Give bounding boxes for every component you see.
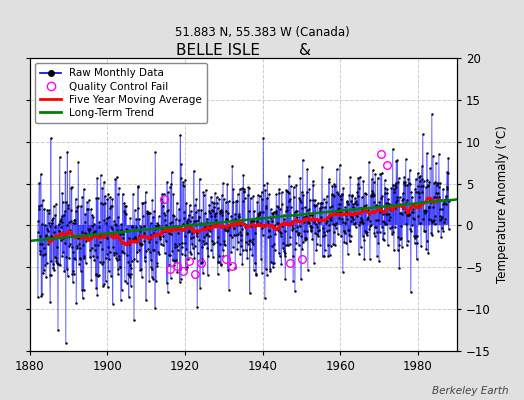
Title: BELLE ISLE        &: BELLE ISLE & (176, 43, 311, 58)
Legend: Raw Monthly Data, Quality Control Fail, Five Year Moving Average, Long-Term Tren: Raw Monthly Data, Quality Control Fail, … (35, 63, 208, 123)
Y-axis label: Temperature Anomaly (°C): Temperature Anomaly (°C) (496, 126, 509, 284)
Text: Berkeley Earth: Berkeley Earth (432, 386, 508, 396)
Text: 51.883 N, 55.383 W (Canada): 51.883 N, 55.383 W (Canada) (174, 26, 350, 39)
